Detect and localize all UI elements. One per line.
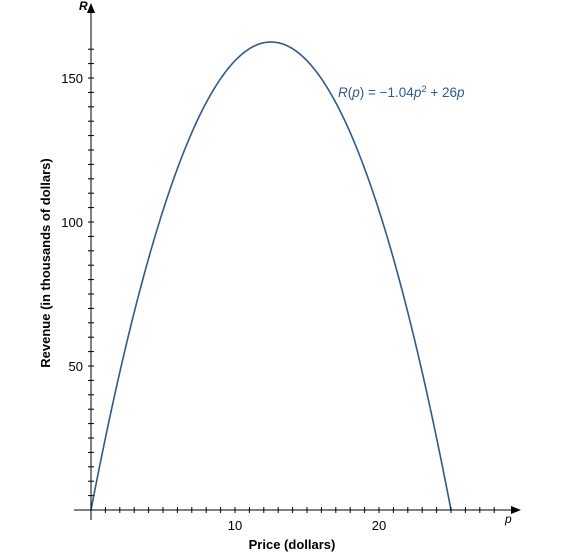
curve-label-rhs-prefix: = −1.04 <box>364 85 414 100</box>
y-tick-label: 50 <box>69 359 83 374</box>
curve-label: R(p) = −1.04p2 + 26p <box>338 84 465 101</box>
revenue-curve <box>90 41 452 511</box>
curve-label-var2: p <box>456 85 465 100</box>
y-ticks: 50 100 150 <box>61 48 94 497</box>
y-tick-label: 150 <box>61 71 83 86</box>
x-tick-label: 10 <box>228 518 242 533</box>
curve-label-arg: p <box>351 85 360 100</box>
y-axis-arrow <box>87 3 95 13</box>
x-ticks: 10 20 <box>104 507 495 533</box>
x-tick-label: 20 <box>372 518 386 533</box>
curve-label-exponent: 2 <box>421 84 426 95</box>
curve-label-rhs-suffix: + 26 <box>427 85 457 100</box>
x-axis-arrow <box>511 506 521 514</box>
y-axis-variable: R <box>79 0 88 13</box>
curve-label-fn: R <box>338 85 348 100</box>
axes: 10 20 50 100 150 p R Price (dollars) Revenu… <box>38 0 521 552</box>
x-axis-label: Price (dollars) <box>249 537 336 552</box>
curve-label-var: p <box>413 85 422 100</box>
plot-area <box>90 41 452 511</box>
y-axis-label: Revenue (in thousands of dollars) <box>38 158 53 367</box>
x-axis-variable: p <box>504 512 512 526</box>
y-tick-label: 100 <box>61 215 83 230</box>
curve-label-open: ( <box>348 85 353 100</box>
curve-label-close: ) <box>360 85 365 100</box>
